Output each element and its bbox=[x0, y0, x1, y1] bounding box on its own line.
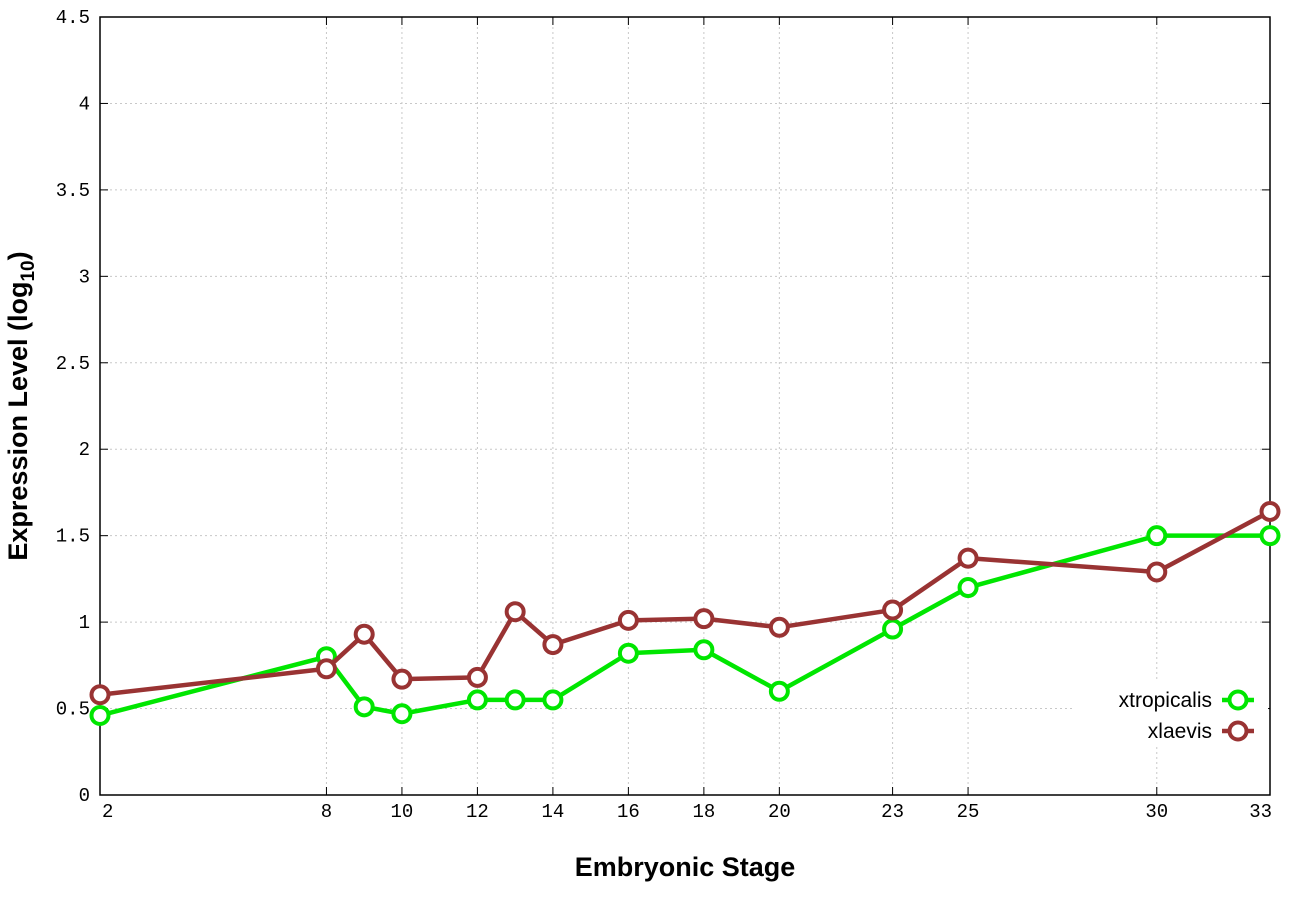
x-tick-label: 20 bbox=[768, 801, 791, 823]
data-point-xtropicalis bbox=[504, 689, 526, 711]
legend-label-xtropicalis: xtropicalis bbox=[1119, 689, 1212, 712]
data-point-xlaevis bbox=[882, 599, 904, 621]
data-point-xtropicalis bbox=[693, 639, 715, 661]
data-point-xtropicalis bbox=[89, 704, 111, 726]
y-tick-label: 4 bbox=[79, 93, 90, 115]
data-point-xlaevis bbox=[768, 616, 790, 638]
data-point-xlaevis bbox=[315, 658, 337, 680]
data-point-xtropicalis bbox=[466, 689, 488, 711]
x-tick-label: 30 bbox=[1145, 801, 1168, 823]
x-tick-label: 8 bbox=[321, 801, 332, 823]
data-point-xtropicalis bbox=[882, 618, 904, 640]
series-lines bbox=[89, 500, 1281, 726]
legend-label-xlaevis: xlaevis bbox=[1148, 720, 1212, 743]
grid-lines bbox=[100, 17, 1270, 795]
axis-ticks: 0 0.5 1 1.5 2 2.5 3 3.5 4 4.5 2 8 10 12 14 16 18 20 23 25 30… bbox=[56, 7, 1272, 823]
x-tick-label: 10 bbox=[391, 801, 414, 823]
data-point-xtropicalis bbox=[957, 577, 979, 599]
y-tick-label: 2 bbox=[79, 439, 90, 461]
data-point-xtropicalis bbox=[391, 703, 413, 725]
series-xtropicalis bbox=[89, 525, 1281, 726]
y-axis-title: Expression Level (log10) bbox=[3, 251, 39, 560]
data-point-xlaevis bbox=[504, 601, 526, 623]
x-tick-label: 2 bbox=[102, 801, 113, 823]
data-point-xlaevis bbox=[542, 634, 564, 656]
data-point-xlaevis bbox=[391, 668, 413, 690]
series-line-xlaevis bbox=[99, 509, 1272, 697]
y-tick-label: 0 bbox=[79, 785, 90, 807]
y-axis-title-close: ) bbox=[3, 251, 33, 260]
legend-marker-xlaevis bbox=[1227, 720, 1249, 742]
x-axis-title: Embryonic Stage bbox=[575, 852, 796, 882]
x-tick-label: 18 bbox=[692, 801, 715, 823]
x-tick-label: 14 bbox=[541, 801, 564, 823]
plot-frame bbox=[99, 16, 1271, 796]
x-tick-label: 16 bbox=[617, 801, 640, 823]
y-axis-title-main: Expression Level (log bbox=[3, 282, 33, 561]
x-tick-label: 25 bbox=[957, 801, 980, 823]
data-point-xlaevis bbox=[466, 666, 488, 688]
data-point-xlaevis bbox=[957, 547, 979, 569]
data-point-xlaevis bbox=[353, 623, 375, 645]
y-tick-label: 1.5 bbox=[56, 526, 90, 548]
x-tick-label: 33 bbox=[1249, 801, 1272, 823]
legend: xtropicalis xlaevis bbox=[1072, 680, 1268, 746]
data-point-xlaevis bbox=[693, 608, 715, 630]
series-xlaevis bbox=[89, 500, 1281, 706]
y-tick-label: 0.5 bbox=[56, 699, 90, 721]
y-tick-label: 4.5 bbox=[56, 7, 90, 29]
data-point-xtropicalis bbox=[542, 689, 564, 711]
data-point-xtropicalis bbox=[1259, 525, 1281, 547]
x-tick-label: 23 bbox=[881, 801, 904, 823]
y-tick-label: 1 bbox=[79, 612, 90, 634]
data-point-xtropicalis bbox=[768, 680, 790, 702]
data-point-xlaevis bbox=[1146, 561, 1168, 583]
data-point-xtropicalis bbox=[353, 696, 375, 718]
data-point-xlaevis bbox=[89, 684, 111, 706]
y-tick-label: 3 bbox=[79, 266, 90, 288]
data-point-xtropicalis bbox=[617, 642, 639, 664]
data-point-xlaevis bbox=[1259, 500, 1281, 522]
legend-marker-xtropicalis bbox=[1227, 689, 1249, 711]
y-tick-label: 3.5 bbox=[56, 180, 90, 202]
x-tick-label: 12 bbox=[466, 801, 489, 823]
y-axis-title-subscript: 10 bbox=[18, 260, 39, 281]
y-tick-label: 2.5 bbox=[56, 353, 90, 375]
data-point-xlaevis bbox=[617, 609, 639, 631]
data-point-xtropicalis bbox=[1146, 525, 1168, 547]
